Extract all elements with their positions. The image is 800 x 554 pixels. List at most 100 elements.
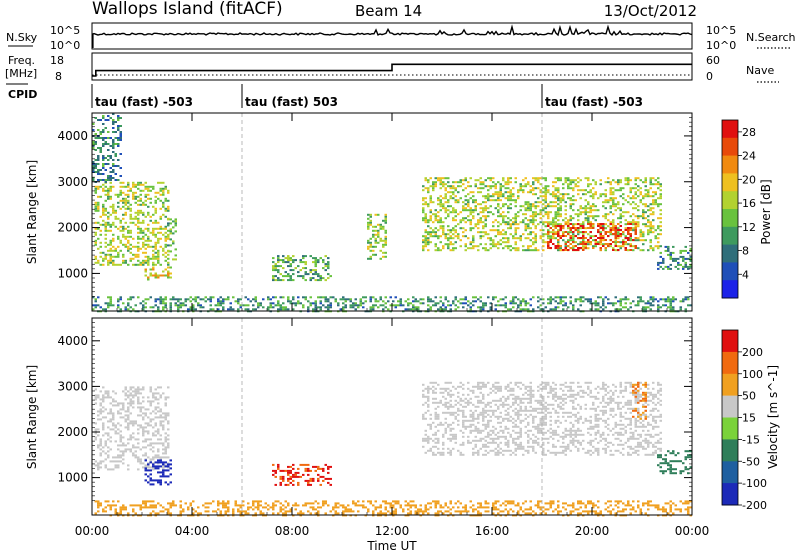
power-cell (659, 251, 662, 254)
power-cell (497, 205, 500, 208)
power-cell (367, 225, 370, 228)
power-cell (502, 217, 505, 220)
velocity-cell (482, 413, 485, 416)
velocity-cell (94, 396, 97, 399)
velocity-cell (309, 469, 312, 472)
power-cell (564, 205, 567, 208)
power-cell (627, 201, 630, 204)
velocity-cell (509, 453, 512, 456)
power-cell (107, 229, 110, 232)
power-cell (617, 235, 620, 237)
power-cell (617, 249, 620, 251)
power-cell (142, 237, 145, 240)
velocity-cell (107, 420, 110, 423)
velocity-cell (504, 417, 507, 420)
power-cell (637, 217, 640, 220)
velocity-cell (162, 466, 165, 469)
velocity-cell (152, 442, 155, 445)
power-cell (97, 157, 100, 159)
velocity-cell (159, 438, 162, 441)
power-cell (539, 183, 542, 186)
power-cell (107, 177, 110, 179)
power-cell (534, 215, 537, 218)
power-cell (522, 179, 525, 182)
power-cell (612, 203, 615, 206)
power-cell (109, 241, 112, 244)
velocity-cell (437, 383, 440, 386)
velocity-cell (137, 428, 140, 431)
power-cell (219, 304, 222, 307)
power-cell (439, 183, 442, 186)
power-cell (437, 177, 440, 180)
velocity-cell (469, 419, 472, 422)
power-cell (622, 233, 625, 236)
power-cell (419, 302, 422, 305)
power-cell (314, 265, 317, 268)
velocity-cell (169, 467, 172, 470)
power-cell (462, 302, 465, 305)
power-cell (547, 241, 550, 243)
velocity-cell (474, 443, 477, 446)
velocity-cell (122, 408, 125, 411)
power-cell (442, 185, 445, 188)
power-cell (644, 195, 647, 198)
velocity-cell (104, 390, 107, 393)
power-cell (539, 304, 542, 307)
power-cell (632, 249, 635, 252)
power-cell (497, 231, 500, 234)
power-cell (642, 213, 645, 216)
velocity-cell (517, 403, 520, 406)
velocity-cell (472, 415, 475, 418)
power-cell (279, 279, 282, 282)
power-cell (424, 231, 427, 234)
power-cell (107, 179, 110, 181)
velocity-cell (299, 463, 302, 466)
power-cell (602, 215, 605, 218)
power-cell (137, 263, 140, 266)
velocity-cell (309, 479, 312, 482)
power-cell (477, 298, 480, 301)
velocity-cell (499, 441, 502, 444)
power-cell (634, 179, 637, 182)
velocity-cell (292, 479, 295, 482)
power-cell (612, 205, 615, 208)
power-cell (599, 247, 602, 249)
power-cell (119, 191, 122, 194)
power-cell (527, 302, 530, 305)
velocity-cell (119, 402, 122, 405)
power-cell (157, 276, 160, 279)
power-cell (174, 224, 177, 227)
power-cell (519, 221, 522, 224)
velocity-cell (569, 385, 572, 388)
power-cell (557, 207, 560, 210)
velocity-cell (539, 387, 542, 390)
power-cell (624, 237, 627, 239)
power-cell (94, 185, 97, 188)
power-cell (577, 243, 580, 246)
freq-trace (92, 63, 692, 77)
velocity-cell (554, 451, 557, 454)
power-cell (484, 205, 487, 208)
velocity-cell (99, 402, 102, 405)
velocity-cell (459, 403, 462, 406)
power-cell (657, 217, 660, 220)
power-cell (584, 219, 587, 222)
power-cell (602, 239, 605, 242)
power-cell (429, 298, 432, 301)
power-cell (369, 298, 372, 301)
power-cell (109, 185, 112, 188)
power-cell (102, 209, 105, 212)
velocity-cell (517, 409, 520, 412)
velocity-cell (579, 405, 582, 408)
velocity-cell (519, 447, 522, 450)
power-cell (577, 249, 580, 251)
power-cell (627, 229, 630, 231)
power-cell (514, 219, 517, 222)
velocity-cell (497, 385, 500, 388)
power-cell (514, 229, 517, 232)
power-cell (432, 189, 435, 192)
power-cell (532, 193, 535, 196)
power-cell (519, 235, 522, 238)
power-cell (489, 239, 492, 242)
power-cell (682, 267, 685, 270)
